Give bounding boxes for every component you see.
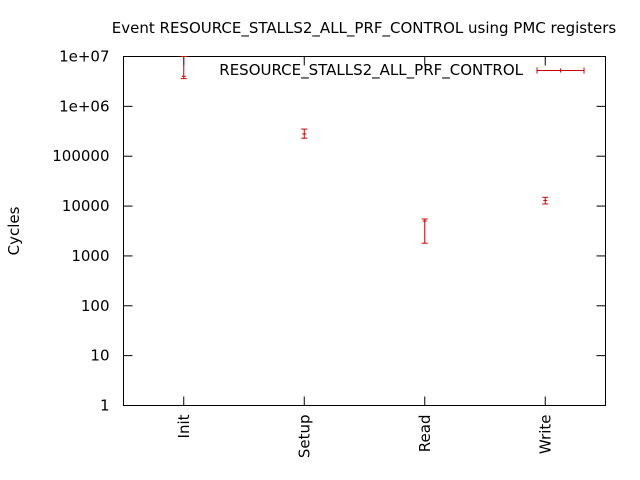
x-tick-label: Setup bbox=[295, 415, 313, 459]
y-axis-label: Cycles bbox=[5, 206, 23, 255]
y-tick-label: 100000 bbox=[52, 147, 109, 165]
error-bar-point bbox=[301, 128, 308, 139]
data-marks bbox=[180, 56, 549, 244]
y-tick-label: 100 bbox=[81, 297, 110, 315]
legend-sample bbox=[536, 67, 585, 74]
y-tick-label: 10 bbox=[90, 347, 109, 365]
x-tick-label: Init bbox=[175, 414, 193, 438]
error-bar-point bbox=[542, 196, 549, 205]
error-bar-point bbox=[421, 218, 428, 244]
x-tick-label: Read bbox=[416, 415, 434, 453]
x-tick-label: Write bbox=[536, 415, 554, 455]
y-axis-ticks: 1 10 100 1000 10000 100000 1e+06 1e+07 bbox=[52, 48, 606, 415]
plot-frame bbox=[123, 56, 606, 406]
y-tick-label: 1e+06 bbox=[59, 97, 109, 115]
error-bar-point bbox=[180, 56, 187, 80]
y-tick-label: 1000 bbox=[71, 247, 109, 265]
y-tick-label: 10000 bbox=[62, 197, 110, 215]
chart-title: Event RESOURCE_STALLS2_ALL_PRF_CONTROL u… bbox=[112, 19, 617, 38]
legend-label: RESOURCE_STALLS2_ALL_PRF_CONTROL bbox=[219, 61, 523, 80]
y-tick-label: 1 bbox=[100, 397, 110, 415]
x-axis-ticks: Init Setup Read Write bbox=[175, 56, 554, 459]
y-tick-label: 1e+07 bbox=[59, 48, 109, 66]
legend: RESOURCE_STALLS2_ALL_PRF_CONTROL bbox=[219, 61, 585, 80]
